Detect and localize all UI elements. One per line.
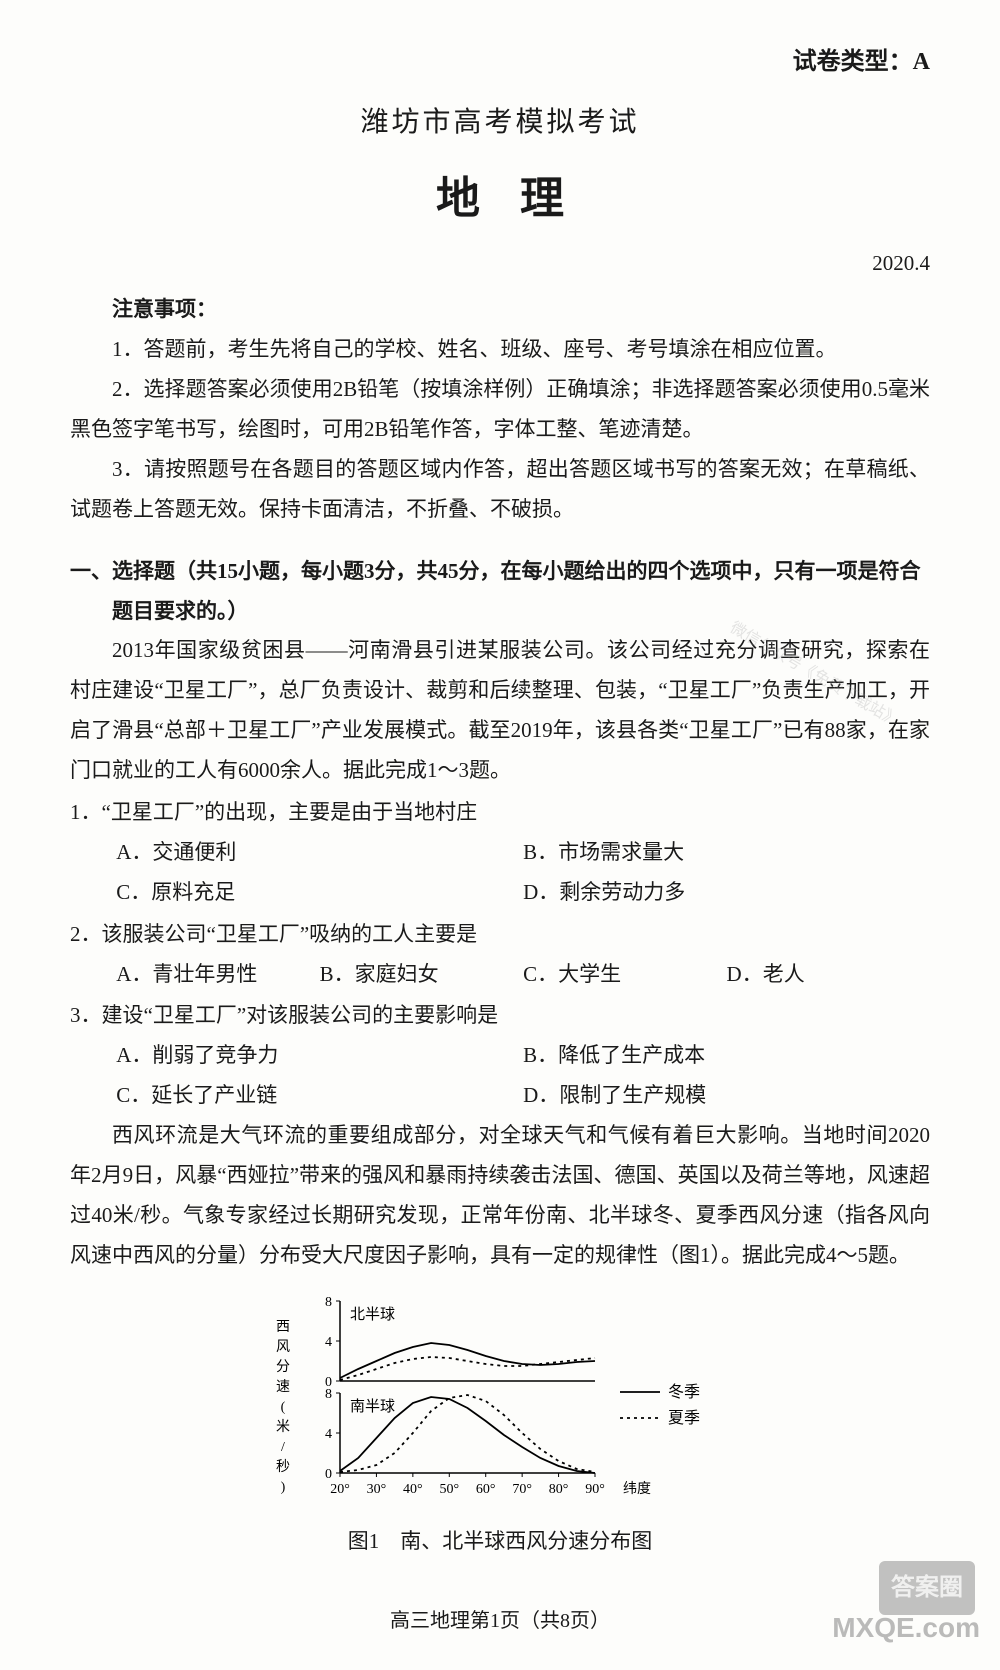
svg-text:北半球: 北半球 <box>350 1306 395 1323</box>
q1-stem: 1．“卫星工厂”的出现，主要是由于当地村庄 <box>70 793 930 833</box>
question-3: 3．建设“卫星工厂”对该服装公司的主要影响是 A．削弱了竞争力 B．降低了生产成… <box>70 996 930 1116</box>
svg-text:4: 4 <box>325 1335 332 1350</box>
svg-text:0: 0 <box>325 1467 332 1482</box>
q3-stem: 3．建设“卫星工厂”对该服装公司的主要影响是 <box>70 996 930 1036</box>
q2-opt-b: B．家庭妇女 <box>320 955 523 995</box>
q3-opt-d: D．限制了生产规模 <box>523 1076 930 1116</box>
svg-text:70°: 70° <box>512 1482 532 1497</box>
svg-text:8: 8 <box>325 1295 332 1310</box>
svg-text:分: 分 <box>276 1359 290 1375</box>
figure-1-svg: 西风分速(米/秒)048北半球048南半球20°30°40°50°60°70°8… <box>265 1286 735 1516</box>
svg-text:20°: 20° <box>330 1482 350 1497</box>
paper-type: 试卷类型：A <box>70 40 930 86</box>
figure-1-caption: 图1 南、北半球西风分速分布图 <box>70 1522 930 1562</box>
q2-opt-a: A．青壮年男性 <box>116 955 319 995</box>
exam-title: 潍坊市高考模拟考试 <box>70 96 930 149</box>
figure-1: 西风分速(米/秒)048北半球048南半球20°30°40°50°60°70°8… <box>70 1286 930 1516</box>
question-2: 2．该服装公司“卫星工厂”吸纳的工人主要是 A．青壮年男性 B．家庭妇女 C．大… <box>70 915 930 995</box>
q1-opt-c: C．原料充足 <box>116 873 523 913</box>
passage-2: 西风环流是大气环流的重要组成部分，对全球天气和气候有着巨大影响。当地时间2020… <box>70 1116 930 1276</box>
q3-opt-c: C．延长了产业链 <box>116 1076 523 1116</box>
svg-text:秒: 秒 <box>276 1459 290 1475</box>
q2-opt-d: D．老人 <box>727 955 930 995</box>
svg-text:50°: 50° <box>439 1482 459 1497</box>
q1-opt-b: B．市场需求量大 <box>523 833 930 873</box>
passage-1: 2013年国家级贫困县——河南滑县引进某服装公司。该公司经过充分调查研究，探索在… <box>70 631 930 791</box>
svg-text:南半球: 南半球 <box>350 1398 395 1415</box>
svg-text:冬季: 冬季 <box>668 1383 700 1401</box>
svg-text:90°: 90° <box>585 1482 605 1497</box>
section-heading: 一、选择题（共15小题，每小题3分，共45分，在每小题给出的四个选项中，只有一项… <box>70 552 930 632</box>
svg-text:60°: 60° <box>476 1482 496 1497</box>
svg-text:(: ( <box>281 1400 286 1415</box>
svg-text:速: 速 <box>276 1379 290 1395</box>
notice-item: 3．请按照题号在各题目的答题区域内作答，超出答题区域书写的答案无效；在草稿纸、试… <box>70 450 930 530</box>
paper-type-label: 试卷类型： <box>793 49 913 75</box>
q2-stem: 2．该服装公司“卫星工厂”吸纳的工人主要是 <box>70 915 930 955</box>
svg-text:40°: 40° <box>403 1482 423 1497</box>
q2-opt-c: C．大学生 <box>523 955 726 995</box>
svg-text:夏季: 夏季 <box>668 1409 700 1427</box>
subject-title: 地理 <box>70 157 930 241</box>
svg-text:/: / <box>281 1440 285 1455</box>
notice-item: 2．选择题答案必须使用2B铅笔（按填涂样例）正确填涂；非选择题答案必须使用0.5… <box>70 370 930 450</box>
svg-text:4: 4 <box>325 1427 332 1442</box>
svg-text:): ) <box>281 1480 286 1495</box>
page-footer: 高三地理第1页（共8页） <box>70 1602 930 1640</box>
q1-opt-a: A．交通便利 <box>116 833 523 873</box>
notice-heading: 注意事项： <box>70 290 930 330</box>
svg-text:纬度: 纬度 <box>623 1481 651 1497</box>
exam-page: 试卷类型：A 潍坊市高考模拟考试 地理 2020.4 注意事项： 1．答题前，考… <box>0 0 1000 1670</box>
svg-text:30°: 30° <box>367 1482 387 1497</box>
svg-text:风: 风 <box>276 1340 290 1355</box>
q3-opt-b: B．降低了生产成本 <box>523 1036 930 1076</box>
svg-text:西: 西 <box>276 1320 290 1335</box>
svg-text:80°: 80° <box>549 1482 569 1497</box>
exam-date: 2020.4 <box>70 244 930 284</box>
q3-opt-a: A．削弱了竞争力 <box>116 1036 523 1076</box>
notice-item: 1．答题前，考生先将自己的学校、姓名、班级、座号、考号填涂在相应位置。 <box>70 330 930 370</box>
paper-type-value: A <box>913 49 930 75</box>
question-1: 1．“卫星工厂”的出现，主要是由于当地村庄 A．交通便利 B．市场需求量大 C．… <box>70 793 930 913</box>
svg-text:米: 米 <box>276 1419 290 1435</box>
q1-opt-d: D．剩余劳动力多 <box>523 873 930 913</box>
svg-text:8: 8 <box>325 1387 332 1402</box>
